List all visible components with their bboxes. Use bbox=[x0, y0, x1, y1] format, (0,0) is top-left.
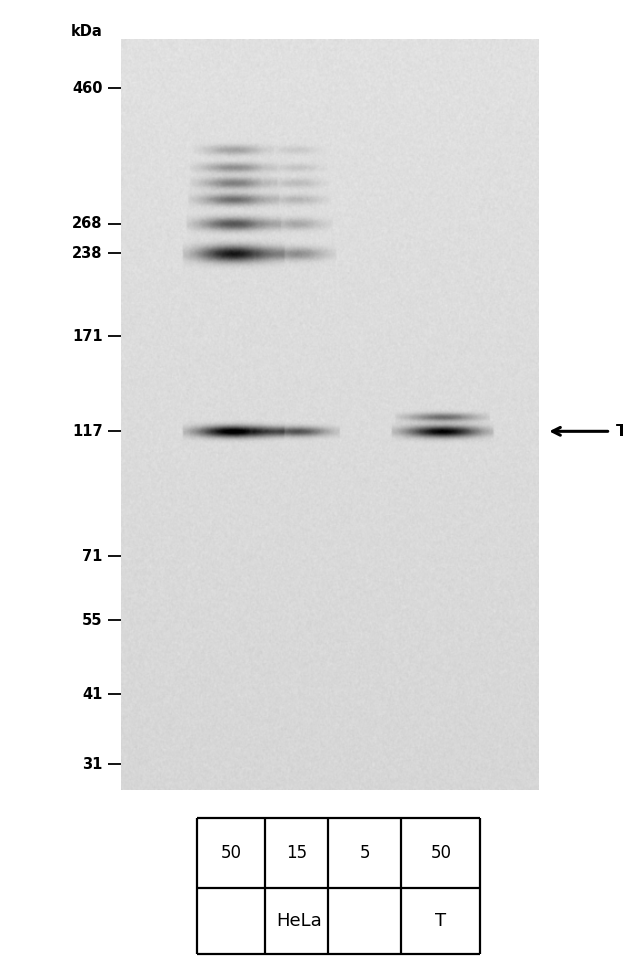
Text: 50: 50 bbox=[221, 844, 242, 862]
Text: 41: 41 bbox=[82, 686, 103, 701]
Text: 171: 171 bbox=[72, 329, 103, 344]
Text: 50: 50 bbox=[430, 844, 451, 862]
Text: 55: 55 bbox=[82, 612, 103, 628]
Text: 31: 31 bbox=[82, 757, 103, 771]
Text: HeLa: HeLa bbox=[276, 912, 321, 929]
Text: T: T bbox=[435, 912, 446, 929]
Text: kDa: kDa bbox=[71, 24, 103, 39]
Text: 238: 238 bbox=[72, 246, 103, 261]
Text: 15: 15 bbox=[286, 844, 307, 862]
Text: TTF1: TTF1 bbox=[616, 424, 623, 439]
Text: 460: 460 bbox=[72, 80, 103, 96]
Text: 268: 268 bbox=[72, 216, 103, 232]
Text: 71: 71 bbox=[82, 549, 103, 564]
Text: 5: 5 bbox=[359, 844, 370, 862]
Text: 117: 117 bbox=[72, 424, 103, 439]
